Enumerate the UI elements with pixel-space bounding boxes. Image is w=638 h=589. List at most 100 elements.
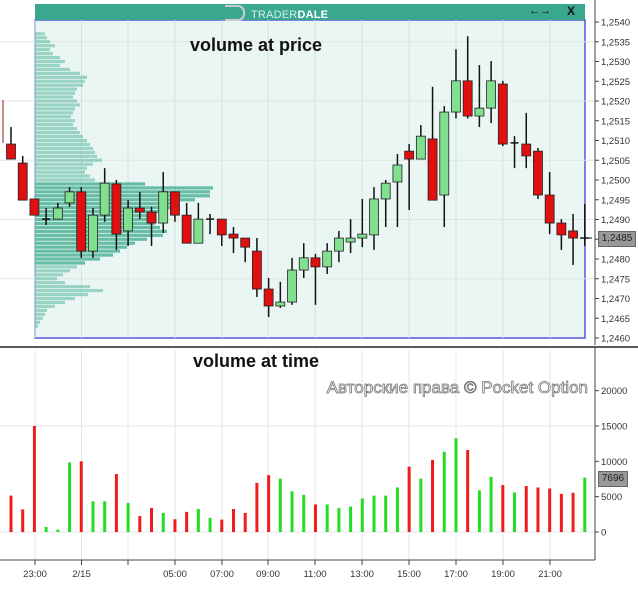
price-tick-label: 1,2470 <box>601 294 630 305</box>
volume-profile-bar <box>35 103 80 107</box>
volume-profile-bar <box>35 142 90 147</box>
candle-up <box>193 218 204 244</box>
volume-profile-bar <box>35 75 87 79</box>
volume-profile-bar <box>35 91 75 95</box>
volume-bar-up <box>372 495 376 532</box>
volume-profile-bar <box>35 265 77 269</box>
candle-down <box>216 218 227 236</box>
candle-up <box>415 135 426 160</box>
volume-at-time-label: volume at time <box>193 351 320 371</box>
candle-up <box>357 233 368 239</box>
candle-down <box>134 207 145 213</box>
volume-profile-bar <box>35 115 71 119</box>
volume-profile-bar <box>35 32 45 36</box>
candle-up <box>275 301 286 307</box>
candle-up <box>486 80 497 109</box>
candle-up <box>99 182 110 216</box>
candle-up <box>474 107 485 117</box>
volume-bar-up <box>360 498 364 532</box>
price-tick-label: 1,2540 <box>601 18 630 29</box>
logo-mark-icon <box>225 5 245 21</box>
volume-profile-bar <box>35 99 77 103</box>
candle-down <box>404 150 415 160</box>
volume-profile-bar <box>35 257 100 261</box>
volume-bar-down <box>501 485 505 532</box>
price-tick-label: 1,2520 <box>601 97 630 108</box>
volume-profile-bar <box>35 158 102 162</box>
volume-profile-bar <box>35 95 73 99</box>
volume-bar-down <box>21 509 25 532</box>
volume-tick-label: 5000 <box>601 492 622 503</box>
candle-up <box>322 250 333 268</box>
volume-profile-bar <box>35 63 60 68</box>
candle-down <box>29 198 40 216</box>
price-tick-label: 1,2505 <box>601 156 630 167</box>
close-button[interactable]: X <box>566 4 575 18</box>
volume-bar-up <box>489 476 493 532</box>
current-price-tag: 1,2485 <box>598 231 636 247</box>
volume-profile-bar <box>35 150 95 154</box>
volume-bar-down <box>536 487 540 532</box>
candle-up <box>52 207 63 220</box>
volume-profile-bar <box>35 48 50 52</box>
volume-bar-down <box>559 493 563 532</box>
indicator-header-bar[interactable]: TRADERDALE ←→ X <box>35 4 585 21</box>
time-tick-label: 05:00 <box>163 569 187 580</box>
volume-bar-down <box>431 459 435 532</box>
volume-profile-bar <box>35 83 83 87</box>
volume-profile-bar <box>35 277 57 281</box>
time-tick-label: 2/15 <box>72 569 91 580</box>
volume-profile-bar <box>35 324 38 328</box>
time-tick-label: 17:00 <box>444 569 468 580</box>
volume-profile-bar <box>35 229 167 233</box>
volume-tick-label: 15000 <box>601 421 627 432</box>
volume-bar-up <box>513 492 517 532</box>
candle-down <box>228 233 239 239</box>
volume-bar-up <box>302 494 306 532</box>
volume-profile-bar <box>35 304 55 308</box>
candle-down <box>263 288 274 307</box>
volume-bar-down <box>150 507 154 532</box>
volume-tick-label: 0 <box>601 528 606 539</box>
candle-down <box>497 83 508 145</box>
volume-bar-down <box>231 509 235 532</box>
candle-up <box>333 237 344 252</box>
time-tick-label: 07:00 <box>210 569 234 580</box>
volume-profile-bar <box>35 269 70 273</box>
candle-up <box>392 164 403 183</box>
volume-bar-up <box>126 503 130 532</box>
candle-up <box>158 191 169 224</box>
volume-profile-bar <box>35 138 87 143</box>
candle-down <box>556 222 567 236</box>
resize-arrows-icon[interactable]: ←→ <box>529 5 551 17</box>
volume-profile-bar <box>35 320 40 324</box>
volume-bar-up <box>44 527 48 532</box>
volume-bar-up <box>583 477 587 532</box>
price-tick-label: 1,2495 <box>601 195 630 206</box>
volume-profile-bar <box>35 186 213 190</box>
volume-bar-down <box>548 488 552 532</box>
price-tick-label: 1,2490 <box>601 215 630 226</box>
time-tick-label: 21:00 <box>538 569 562 580</box>
volume-bar-down <box>9 495 13 532</box>
volume-profile-bar <box>35 40 50 44</box>
volume-bar-up <box>56 529 60 532</box>
time-tick-label: 23:00 <box>23 569 47 580</box>
time-tick-label: 11:00 <box>303 569 326 580</box>
volume-profile-bar <box>35 308 47 312</box>
volume-profile-bar <box>35 107 75 111</box>
candle-up <box>123 207 133 232</box>
volume-bar-up <box>208 517 212 532</box>
candle-down <box>146 211 157 224</box>
candle-down <box>111 183 122 235</box>
volume-profile-bar <box>35 166 87 170</box>
volume-at-price-label: volume at price <box>190 35 323 55</box>
volume-bar-down <box>243 512 247 532</box>
volume-bar-up <box>384 495 388 532</box>
brand-text-a: TRADER <box>251 9 298 21</box>
candle-up <box>64 191 75 204</box>
candle-down <box>521 143 532 157</box>
price-tick-label: 1,2465 <box>601 314 630 325</box>
